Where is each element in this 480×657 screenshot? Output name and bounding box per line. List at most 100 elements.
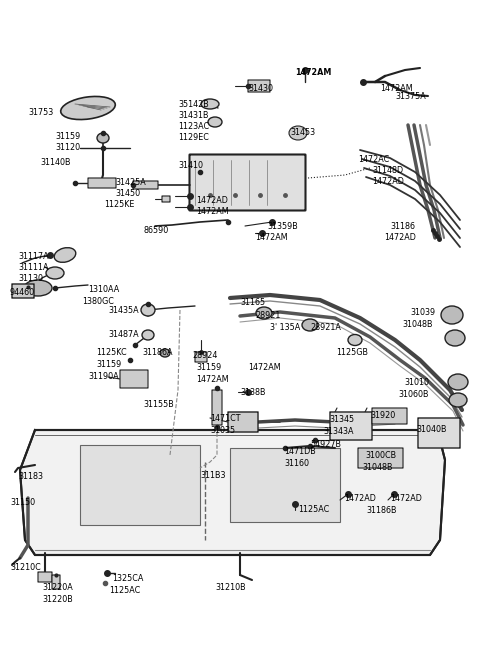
- Text: 31140B: 31140B: [40, 158, 71, 167]
- Ellipse shape: [348, 334, 362, 346]
- Text: 1125KE: 1125KE: [104, 200, 134, 209]
- Text: 1325CA: 1325CA: [112, 574, 144, 583]
- Ellipse shape: [289, 126, 307, 140]
- Text: 31186: 31186: [390, 222, 415, 231]
- Text: 1380GC: 1380GC: [82, 297, 114, 306]
- Text: 28924: 28924: [192, 351, 217, 360]
- Text: 31117A: 31117A: [18, 252, 48, 261]
- Text: 1472AD: 1472AD: [196, 196, 228, 205]
- Text: 1125KC: 1125KC: [96, 348, 127, 357]
- Text: 1310AA: 1310AA: [88, 285, 119, 294]
- Text: 31345: 31345: [329, 415, 354, 424]
- Text: 31111A: 31111A: [18, 263, 48, 272]
- Ellipse shape: [61, 97, 115, 120]
- Text: 31159: 31159: [96, 360, 121, 369]
- Text: 86590: 86590: [144, 226, 169, 235]
- Text: 31920: 31920: [370, 411, 395, 420]
- Ellipse shape: [449, 393, 467, 407]
- Text: 31425A: 31425A: [115, 178, 146, 187]
- Ellipse shape: [441, 306, 463, 324]
- Polygon shape: [20, 430, 445, 555]
- Text: 1472AM: 1472AM: [295, 68, 331, 77]
- Text: 311B3: 311B3: [200, 471, 226, 480]
- Polygon shape: [230, 448, 340, 522]
- Ellipse shape: [141, 304, 155, 316]
- Text: 31220A: 31220A: [42, 583, 73, 592]
- FancyBboxPatch shape: [120, 370, 148, 388]
- Text: 31040B: 31040B: [416, 425, 446, 434]
- Text: 3' 135A: 3' 135A: [270, 323, 300, 332]
- FancyBboxPatch shape: [212, 390, 222, 425]
- Polygon shape: [80, 445, 200, 525]
- Text: 31183: 31183: [18, 472, 43, 481]
- Text: 31186A: 31186A: [142, 348, 172, 357]
- Text: 31155B: 31155B: [143, 400, 174, 409]
- Text: 31035: 31035: [210, 426, 235, 435]
- Ellipse shape: [97, 133, 109, 143]
- Text: 1125AC: 1125AC: [109, 586, 140, 595]
- Text: 35142B: 35142B: [178, 100, 209, 109]
- FancyBboxPatch shape: [330, 412, 372, 440]
- Text: 31375A: 31375A: [395, 92, 426, 101]
- Text: 54927B: 54927B: [310, 440, 341, 449]
- Text: 1472AC: 1472AC: [358, 155, 389, 164]
- Text: 31343A: 31343A: [323, 427, 353, 436]
- Text: 28921A: 28921A: [310, 323, 341, 332]
- Text: 31430: 31430: [248, 84, 273, 93]
- Text: 1123AC: 1123AC: [178, 122, 209, 131]
- Text: 1472AD: 1472AD: [372, 177, 404, 186]
- Ellipse shape: [46, 267, 64, 279]
- Ellipse shape: [448, 374, 468, 390]
- Text: 31435A: 31435A: [108, 306, 139, 315]
- Ellipse shape: [256, 307, 272, 319]
- Ellipse shape: [24, 280, 52, 296]
- Text: 31210C: 31210C: [10, 563, 41, 572]
- Text: 1472AM: 1472AM: [196, 375, 228, 384]
- Text: 31753: 31753: [28, 108, 53, 117]
- Text: 1472AD: 1472AD: [390, 494, 422, 503]
- FancyBboxPatch shape: [12, 284, 34, 298]
- Ellipse shape: [302, 319, 318, 331]
- Text: 31410: 31410: [178, 161, 203, 170]
- Text: 1471CT: 1471CT: [210, 414, 240, 423]
- Text: 31453: 31453: [290, 128, 315, 137]
- Text: 1125GB: 1125GB: [336, 348, 368, 357]
- Text: 1472AM: 1472AM: [380, 84, 413, 93]
- Text: 28921: 28921: [255, 311, 280, 320]
- Text: 94460: 94460: [10, 288, 35, 297]
- Ellipse shape: [208, 117, 222, 127]
- Ellipse shape: [54, 248, 76, 262]
- FancyBboxPatch shape: [358, 448, 403, 468]
- Text: 1129EC: 1129EC: [178, 133, 209, 142]
- Text: 31148D: 31148D: [372, 166, 403, 175]
- FancyBboxPatch shape: [88, 178, 116, 188]
- Text: 31150: 31150: [10, 498, 35, 507]
- Ellipse shape: [445, 330, 465, 346]
- FancyBboxPatch shape: [52, 575, 60, 589]
- Text: 31160: 31160: [284, 459, 309, 468]
- FancyBboxPatch shape: [162, 196, 170, 202]
- FancyBboxPatch shape: [38, 572, 52, 582]
- Text: 31220B: 31220B: [42, 595, 73, 604]
- FancyBboxPatch shape: [372, 408, 407, 424]
- FancyBboxPatch shape: [248, 80, 270, 92]
- Text: 31190A: 31190A: [88, 372, 119, 381]
- Text: 3138B: 3138B: [240, 388, 265, 397]
- Text: 1472AM: 1472AM: [255, 233, 288, 242]
- Text: 31060B: 31060B: [398, 390, 429, 399]
- Text: 1472AD: 1472AD: [384, 233, 416, 242]
- FancyBboxPatch shape: [228, 412, 258, 432]
- Text: 31186B: 31186B: [366, 506, 396, 515]
- Text: 31130: 31130: [18, 274, 43, 283]
- FancyBboxPatch shape: [195, 352, 207, 362]
- Text: 31210B: 31210B: [215, 583, 246, 592]
- Text: 31159: 31159: [196, 363, 221, 372]
- Text: 31048B: 31048B: [402, 320, 432, 329]
- Text: 31048B: 31048B: [362, 463, 393, 472]
- Text: 1472AD: 1472AD: [344, 494, 376, 503]
- Ellipse shape: [142, 330, 154, 340]
- Text: 1471DB: 1471DB: [284, 447, 316, 456]
- Text: 31450: 31450: [115, 189, 140, 198]
- Text: 31039: 31039: [410, 308, 435, 317]
- FancyBboxPatch shape: [418, 418, 460, 448]
